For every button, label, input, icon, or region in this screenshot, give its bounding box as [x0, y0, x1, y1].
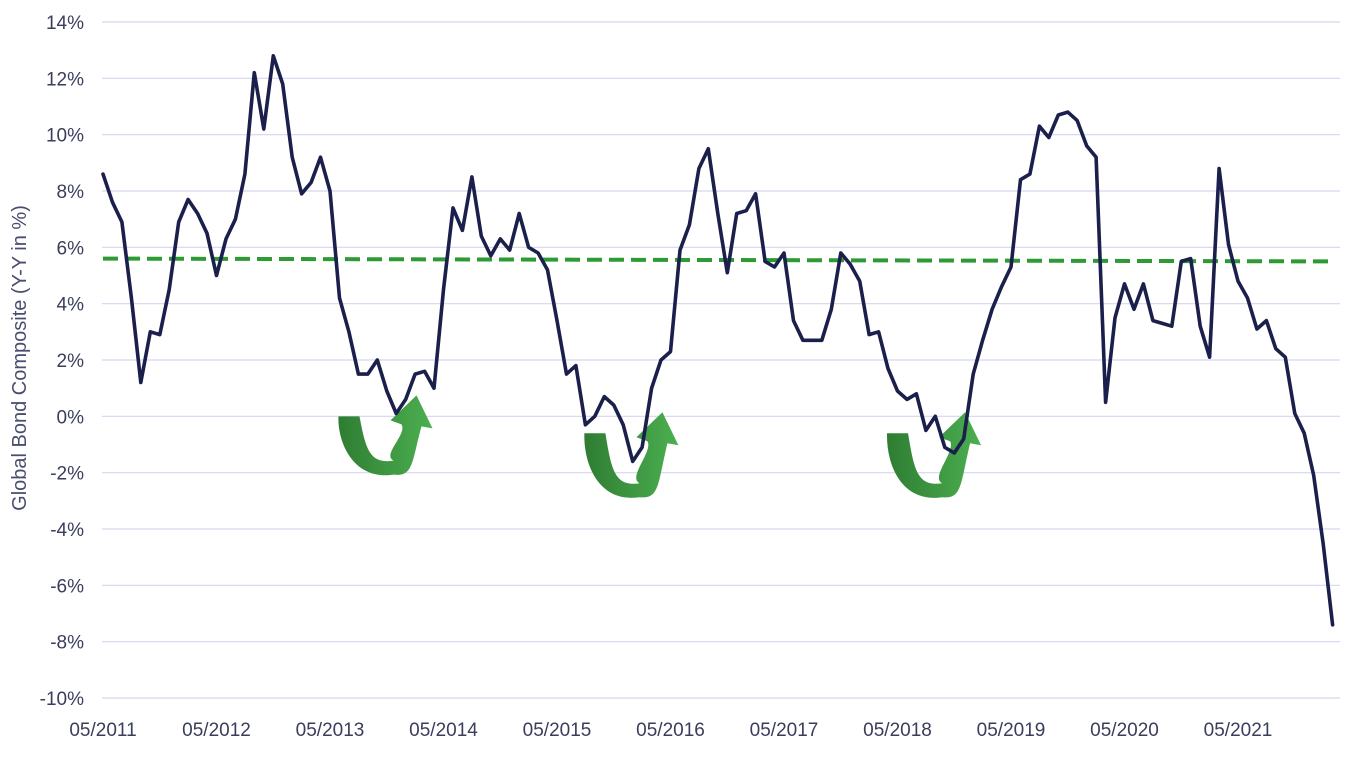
y-tick-label: -2%	[50, 464, 84, 485]
y-tick-label: -4%	[50, 520, 84, 541]
x-tick-label: 05/2014	[409, 720, 478, 741]
y-tick-label: -6%	[50, 576, 84, 597]
y-tick-label: -10%	[40, 689, 84, 710]
u-turn-arrow	[584, 412, 679, 498]
y-tick-label: 0%	[57, 407, 85, 428]
gridlines	[102, 21, 1340, 699]
series-line	[101, 53, 1335, 627]
x-tick-label: 05/2017	[750, 720, 819, 741]
y-tick-label: 14%	[46, 13, 84, 34]
y-tick-label: 4%	[57, 295, 85, 316]
y-tick-label: 2%	[57, 351, 85, 372]
reference-line	[102, 256, 1333, 264]
x-tick-label: 05/2018	[863, 720, 932, 741]
annotations	[338, 395, 982, 498]
u-turn-arrow	[886, 412, 982, 498]
x-tick-label: 05/2019	[977, 720, 1046, 741]
y-tick-label: -8%	[50, 633, 84, 654]
series-group	[101, 53, 1335, 627]
y-axis-title: Global Bond Composite (Y-Y in %)	[9, 205, 31, 511]
y-tick-label: 12%	[46, 69, 84, 90]
x-tick-label: 05/2016	[636, 720, 705, 741]
x-tick-label: 05/2012	[182, 720, 251, 741]
x-tick-label: 05/2020	[1090, 720, 1159, 741]
x-tick-label: 05/2021	[1204, 720, 1273, 741]
x-tick-label: 05/2013	[296, 720, 365, 741]
y-tick-label: 10%	[46, 126, 84, 147]
x-tick-label: 05/2015	[523, 720, 592, 741]
y-tick-label: 6%	[57, 238, 85, 259]
y-axis-tick-labels: 14% 12% 10% 8% 6% 4% 2% 0% -2% -4% -6% -8% -10%	[40, 13, 84, 710]
y-tick-label: 8%	[57, 182, 85, 203]
x-axis-tick-labels: 05/2011 05/2012 05/2013 05/2014 05/2015 05/20…	[69, 720, 1272, 741]
u-turn-arrow	[338, 395, 433, 476]
x-tick-label: 05/2011	[69, 720, 136, 741]
reference-line-group	[102, 256, 1333, 264]
